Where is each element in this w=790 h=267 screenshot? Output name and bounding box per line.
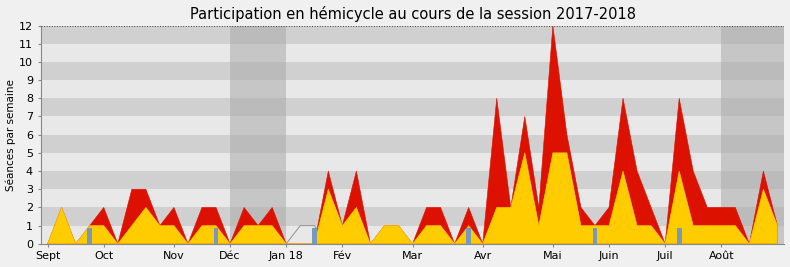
Title: Participation en hémicycle au cours de la session 2017-2018: Participation en hémicycle au cours de l…: [190, 6, 635, 22]
Bar: [40, 26, 784, 44]
Bar: [40, 153, 784, 171]
Bar: [40, 189, 784, 207]
Bar: [721, 26, 790, 244]
Bar: [40, 98, 784, 116]
Bar: [213, 228, 219, 244]
Y-axis label: Séances par semaine: Séances par semaine: [6, 79, 16, 191]
Bar: [40, 116, 784, 135]
Bar: [40, 135, 784, 153]
Bar: [312, 228, 317, 244]
Bar: [87, 228, 92, 244]
Bar: [677, 228, 682, 244]
Bar: [466, 228, 471, 244]
Bar: [40, 44, 784, 62]
Bar: [230, 26, 286, 244]
Bar: [40, 80, 784, 98]
Bar: [40, 207, 784, 226]
Bar: [40, 171, 784, 189]
Bar: [40, 226, 784, 244]
Bar: [40, 62, 784, 80]
Bar: [592, 228, 597, 244]
